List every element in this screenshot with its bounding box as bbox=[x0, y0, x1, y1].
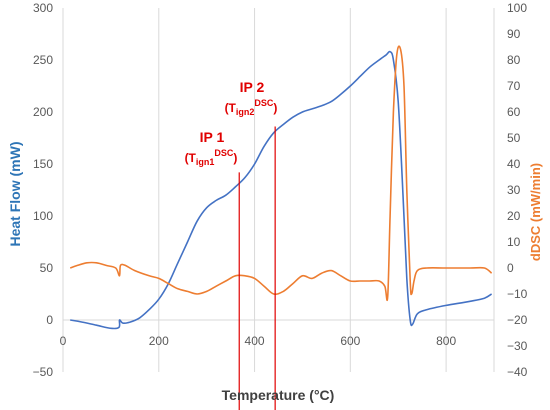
right-tick-label: −20 bbox=[507, 313, 528, 327]
right-tick-label: 70 bbox=[507, 79, 521, 93]
annotation-label: IP 2 bbox=[240, 79, 265, 95]
x-tick-label: 0 bbox=[60, 334, 67, 348]
ddsc-series-line bbox=[69, 45, 493, 302]
grid-lines bbox=[62, 8, 495, 372]
x-axis-ticks: 0 200 400 600 800 bbox=[60, 334, 457, 348]
right-tick-label: 50 bbox=[507, 131, 521, 145]
right-tick-label: 60 bbox=[507, 105, 521, 119]
annotation-layer: IP 1 (Tign1DSC) IP 2 (Tign2DSC) bbox=[185, 79, 278, 410]
right-tick-label: −10 bbox=[507, 287, 528, 301]
left-tick-label: 250 bbox=[33, 53, 53, 67]
right-axis-ticks: −40 −30 −20 −10 0 10 20 30 40 50 60 70 80 90 100 bbox=[507, 1, 528, 379]
right-tick-label: 0 bbox=[507, 261, 514, 275]
x-tick-label: 400 bbox=[245, 334, 265, 348]
right-tick-label: 10 bbox=[507, 235, 521, 249]
left-tick-label: 300 bbox=[33, 1, 53, 15]
x-tick-label: 600 bbox=[340, 334, 360, 348]
right-tick-label: 80 bbox=[507, 53, 521, 67]
x-axis-title: Temperature (°C) bbox=[222, 387, 335, 403]
annotation-sublabel: (Tign1DSC) bbox=[185, 148, 238, 167]
x-tick-label: 200 bbox=[149, 334, 169, 348]
left-axis-title: Heat Flow (mW) bbox=[7, 142, 23, 247]
left-tick-label: −50 bbox=[33, 365, 54, 379]
annotation-sublabel: (Tign2DSC) bbox=[225, 98, 278, 117]
right-tick-label: 90 bbox=[507, 27, 521, 41]
left-tick-label: 0 bbox=[46, 313, 53, 327]
right-axis-title: dDSC (mW/min) bbox=[528, 163, 543, 261]
series-layer bbox=[69, 45, 493, 330]
left-tick-label: 150 bbox=[33, 157, 53, 171]
left-axis-ticks: −50 0 50 100 150 200 250 300 bbox=[33, 1, 54, 379]
right-tick-label: 40 bbox=[507, 157, 521, 171]
annotation-label: IP 1 bbox=[200, 129, 225, 145]
right-tick-label: 100 bbox=[507, 1, 527, 15]
left-tick-label: 200 bbox=[33, 105, 53, 119]
x-tick-label: 800 bbox=[436, 334, 456, 348]
right-tick-label: −40 bbox=[507, 365, 528, 379]
left-tick-label: 50 bbox=[40, 261, 54, 275]
right-tick-label: −30 bbox=[507, 339, 528, 353]
right-tick-label: 30 bbox=[507, 183, 521, 197]
right-tick-label: 20 bbox=[507, 209, 521, 223]
heat-flow-series-line bbox=[70, 50, 493, 330]
left-tick-label: 100 bbox=[33, 209, 53, 223]
